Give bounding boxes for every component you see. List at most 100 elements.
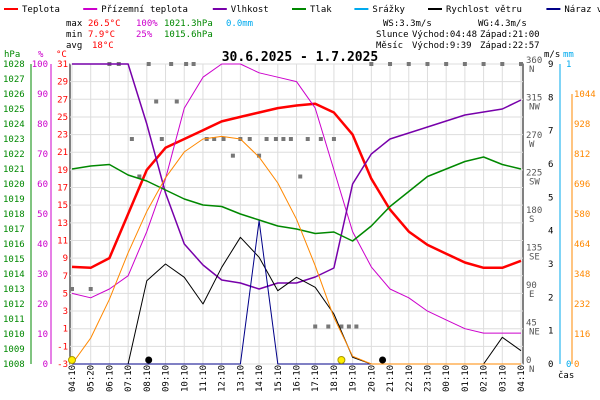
pressure-tick-label: 1012 [3,300,25,310]
wind-direction-point [88,287,93,291]
wind-direction-point [230,153,235,158]
solar-tick-label: 464 [574,240,590,250]
rain-axis-label: mm [563,50,574,60]
wind-dir-tick-compass: SW [529,178,540,188]
x-tick-label: 08:10 [143,365,153,392]
wind-direction-point [406,62,411,66]
pressure-tick-label: 1027 [3,75,25,85]
stats-max-label: max [66,19,83,29]
solar-tick-label: 928 [574,120,590,130]
wind-direction-point [247,137,252,141]
humidity-tick-label: 90 [37,90,48,100]
wind-direction-point [288,137,293,141]
wind-direction-point [326,324,331,329]
wind-direction-point [212,137,217,141]
wind-dir-tick-value: 90 [526,281,537,291]
humidity-tick-label: 70 [37,150,48,160]
temperature-tick-label: 29 [57,78,68,88]
wind-dir-tick-compass: NE [529,328,540,338]
temperature-tick-label: 9 [63,254,68,264]
wind-dir-tick-compass: NW [529,103,540,113]
stats-max-temp: 26.5°C [88,19,121,29]
pressure-tick-label: 1010 [3,330,25,340]
legend-label: Tlak [310,5,332,15]
temperature-tick-label: -3 [57,360,68,370]
stats-max-press: 1021.3hPa [164,19,213,29]
stats-max-hum: 100% [136,19,158,29]
pressure-tick-label: 1021 [3,165,25,175]
legend-label: Rychlost větru [446,5,522,15]
wind-dir-tick-value: 0 [526,356,531,366]
x-tick-label: 07:10 [124,365,134,392]
wind-dir-tick-value: 45 [526,319,537,329]
wind-direction-point [174,99,179,104]
series-line [72,63,522,290]
wind-direction-point [425,62,430,66]
wind-direction-point [264,137,269,141]
solar-tick-label: 580 [574,210,590,220]
sun-marker [337,356,346,364]
wind-dir-tick-compass: E [529,290,534,300]
wind-direction-point [500,62,505,66]
pressure-tick-label: 1022 [3,150,25,160]
temperature-tick-label: 3 [63,307,68,317]
stats-min-press: 1015.6hPa [164,30,213,40]
x-tick-label: 23:10 [423,365,433,392]
pressure-tick-label: 1017 [3,225,25,235]
wind-direction-point [257,153,262,158]
temperature-tick-label: 13 [57,219,68,229]
humidity-tick-label: 100 [32,60,48,70]
legend-label: Náraz větru [564,5,600,15]
wind-speed-tick-label: 0 [548,360,553,370]
x-tick-label: 19:10 [349,365,359,392]
wind-direction-point [137,174,142,179]
info-moon: Měsíc [376,41,403,51]
temperature-axis-label: °C [56,50,67,60]
x-tick-label: 10:10 [180,365,190,392]
wind-dir-tick-value: 270 [526,131,542,141]
info-moon-rise: Východ:9:39 [412,41,472,51]
wind-direction-point [129,137,134,141]
moon-marker [379,356,387,364]
solar-tick-label: 116 [574,330,590,340]
wind-direction-point [444,62,449,66]
solar-tick-label: 232 [574,300,590,310]
wind-dir-tick-compass: W [529,140,535,150]
moon-marker [145,356,153,364]
x-tick-label: 22:10 [405,365,415,392]
humidity-tick-label: 40 [37,240,48,250]
pressure-tick-label: 1024 [3,120,25,130]
temperature-tick-label: 23 [57,131,68,141]
wind-direction-point [70,287,74,291]
x-tick-label: 12:10 [218,365,228,392]
legend-label: Vlhkost [231,5,269,15]
humidity-tick-label: 50 [37,210,48,220]
x-tick-label: 15:10 [274,365,284,392]
wind-dir-tick-value: 315 [526,94,542,104]
info-sun-rise: Východ:04:48 [412,30,477,40]
x-tick-label: 03:10 [498,365,508,392]
legend-label: Srážky [372,5,405,15]
wind-direction-point [318,137,323,141]
x-tick-label: 18:10 [330,365,340,392]
x-tick-label: 04:10 [517,365,527,392]
stats-min-label: min [66,30,82,40]
x-tick-label: 16:10 [293,365,303,392]
series-line [71,63,521,334]
temperature-tick-label: 11 [57,236,68,246]
wind-dir-tick-compass: N [529,65,534,75]
wind-direction-point [221,137,226,141]
x-tick-label: 11:10 [199,365,209,392]
temperature-tick-label: 15 [57,201,68,211]
chart-legend: Teplota Přízemní teplota Vlhkost Tlak Srážky… [4,5,600,15]
pressure-tick-label: 1013 [3,285,25,295]
x-axis-label: čas [558,370,574,381]
wind-speed-tick-label: 6 [548,160,553,170]
wind-direction-point [305,137,310,141]
x-tick-label: 01:10 [461,365,471,392]
x-tick-label: 04:10 [68,365,78,392]
stats-avg-label: avg [66,41,82,51]
wind-speed-tick-label: 5 [548,193,553,203]
pressure-tick-label: 1023 [3,135,25,145]
